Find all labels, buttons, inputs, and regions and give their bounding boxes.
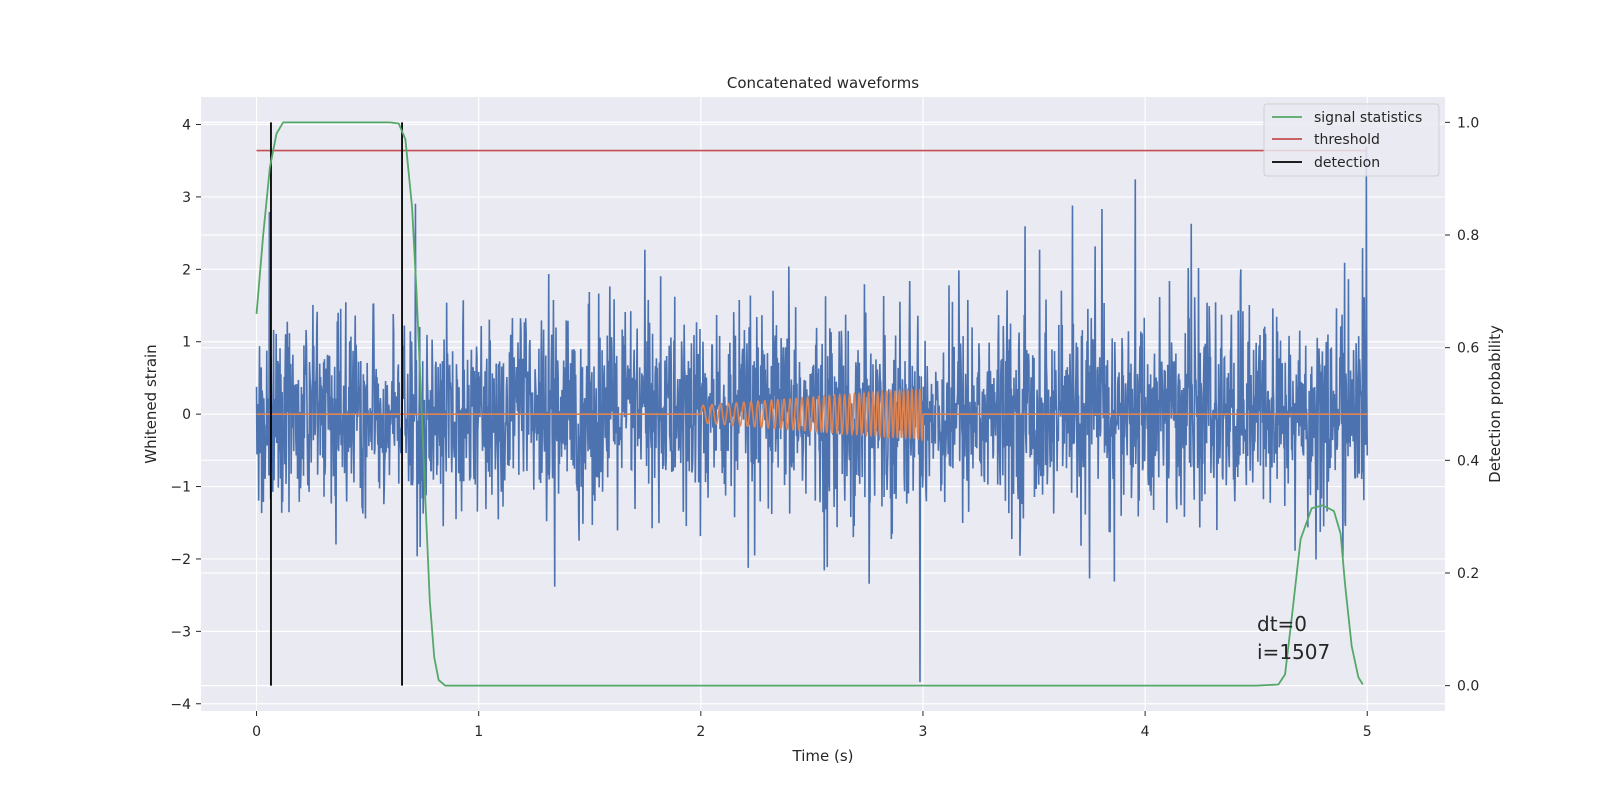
y-axis-label-right: Detection probability	[1486, 325, 1504, 483]
x-tick-label-2: 2	[696, 724, 705, 740]
legend-label-signal-statistics: signal statistics	[1314, 110, 1422, 126]
y-left-tick-label-4: 0	[182, 407, 191, 423]
y-left-tick-label-5: 1	[182, 335, 191, 351]
x-axis-label: Time (s)	[792, 747, 854, 765]
y-right-tick-label-5: 1.0	[1457, 115, 1479, 131]
annotation-dt: dt=0	[1257, 612, 1307, 636]
x-tick-label-4: 4	[1141, 724, 1150, 740]
series-injected-waveform	[256, 386, 1368, 443]
y-left-tick-label-3: −1	[170, 480, 191, 496]
legend: signal statistics threshold detection	[1263, 103, 1440, 177]
y-left-tick-label-0: −4	[170, 697, 191, 713]
legend-label-threshold: threshold	[1314, 132, 1380, 148]
series-whitened-strain-noise	[255, 146, 1369, 683]
y-left-tick-label-1: −3	[170, 624, 191, 640]
y-axis-label-left: Whitened strain	[142, 344, 160, 463]
y-right-tick-label-2: 0.4	[1457, 453, 1479, 469]
series-signal-statistics	[255, 121, 1364, 687]
legend-box	[1263, 103, 1440, 177]
y-left-tick-label-6: 2	[182, 262, 191, 278]
chart-title: Concatenated waveforms	[727, 74, 919, 92]
x-tick-label-0: 0	[252, 724, 261, 740]
y-right-tick-label-1: 0.2	[1457, 566, 1479, 582]
y-left-tick-label-7: 3	[182, 190, 191, 206]
annotation-i: i=1507	[1257, 640, 1330, 664]
y-right-tick-label-0: 0.0	[1457, 679, 1479, 695]
x-tick-label-3: 3	[919, 724, 928, 740]
series-layer	[255, 121, 1369, 687]
ticks: 0 1 2 3 4 5 −4 −3 −2 −1 0 1 2 3 4 0.0 0.2 0.4 0.6 0.8 1.0	[170, 115, 1479, 740]
x-tick-label-1: 1	[474, 724, 483, 740]
y-left-tick-label-2: −2	[170, 552, 191, 568]
y-left-tick-label-8: 4	[182, 118, 191, 134]
legend-label-detection: detection	[1314, 155, 1380, 171]
y-right-tick-label-4: 0.8	[1457, 228, 1479, 244]
x-tick-label-5: 5	[1363, 724, 1372, 740]
y-right-tick-label-3: 0.6	[1457, 341, 1479, 357]
